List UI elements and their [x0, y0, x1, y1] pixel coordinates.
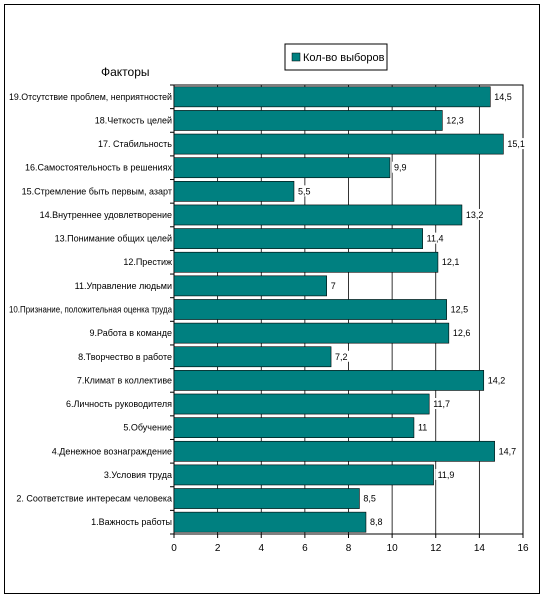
category-label: 5.Обучение: [123, 423, 172, 433]
x-tick-label: 12: [430, 543, 442, 554]
category-label: 1.Важность работы: [91, 517, 172, 527]
data-label-bg: [328, 279, 338, 291]
category-label: 13.Понимание общих целей: [55, 234, 172, 244]
category-label: 4.Денежное вознаграждение: [52, 446, 172, 456]
data-label: 12,1: [442, 257, 460, 267]
data-label-bg: [361, 492, 381, 504]
data-label: 12,5: [451, 305, 469, 315]
category-label: 11.Управление людьми: [75, 281, 172, 291]
bar: [173, 228, 423, 249]
category-label: 10.Признание, положительная оценка труда: [9, 305, 172, 315]
category-label: 2. Соответствие интересам человека: [16, 494, 172, 504]
category-labels: 19.Отсутствие проблем, неприятностей 18.Ч…: [9, 92, 172, 527]
data-label: 15,1: [507, 139, 525, 149]
bar: [173, 157, 391, 179]
x-tick-label: 10: [387, 543, 399, 554]
x-tick-label: 14: [474, 543, 486, 554]
data-label-bg: [431, 398, 456, 410]
data-label: 11: [418, 423, 427, 433]
data-label: 13,2: [466, 210, 484, 220]
data-label: 8,8: [370, 517, 383, 527]
x-tick-label: 4: [258, 543, 264, 554]
x-tick-label: 2: [215, 543, 221, 554]
data-label-bg: [367, 516, 387, 528]
data-label: 11,4: [427, 234, 444, 244]
data-label: 12,6: [453, 328, 471, 338]
data-label-bg: [485, 374, 510, 386]
category-label: 9.Работа в команде: [90, 328, 172, 338]
data-label: 14,5: [494, 92, 512, 102]
legend: Кол-во выборов: [284, 43, 388, 71]
category-label: 19.Отсутствие проблем, неприятностей: [9, 92, 172, 102]
category-label: 8.Творчество в работе: [78, 352, 172, 362]
bar: [173, 251, 439, 273]
legend-box: [284, 43, 388, 71]
category-label: 17. Стабильность: [98, 139, 172, 149]
data-label-bg: [492, 90, 517, 102]
data-label-bg: [463, 208, 488, 220]
x-axis-ticks: 0 2 4 6 8 10 12 14 16: [171, 543, 529, 554]
chart-frame: 19.Отсутствие проблем, неприятностей 18.Ч…: [4, 4, 540, 594]
category-label: 7.Климат в коллективе: [77, 375, 172, 385]
data-label-bg: [333, 350, 353, 362]
data-label-bg: [496, 445, 521, 457]
bar: [173, 110, 443, 131]
category-label: 3.Условия труда: [104, 470, 172, 480]
bar: [173, 299, 447, 320]
bar: [173, 275, 327, 297]
data-label-bg: [435, 468, 460, 480]
bar-chart: 19.Отсутствие проблем, неприятностей 18.Ч…: [9, 43, 530, 554]
data-label: 8,5: [363, 494, 376, 504]
data-label-bg: [448, 303, 473, 315]
data-label: 12,3: [446, 115, 464, 125]
category-label: 14.Внутреннее удовлетворение: [40, 210, 172, 220]
data-label-bg: [439, 256, 464, 268]
x-tick-label: 8: [346, 543, 352, 554]
data-label-bg: [444, 114, 469, 126]
category-label: 18.Четкость целей: [95, 115, 172, 125]
data-label: 7,2: [335, 352, 348, 362]
bar: [173, 180, 295, 202]
bar: [173, 86, 491, 108]
bar: [173, 393, 430, 415]
category-label: 6.Личность руководителя: [66, 399, 172, 409]
legend-label: Кол-во выборов: [303, 52, 385, 64]
data-label: 14,7: [499, 446, 517, 456]
bar: [173, 488, 360, 509]
bar: [173, 133, 504, 155]
data-labels: 14,5 12,3 15,1 9,9 5,5 13,2 11,4 12,1 7 12,5 12,6 7…: [295, 90, 530, 528]
data-label-bg: [391, 161, 411, 173]
data-label-bg: [415, 421, 430, 433]
category-label: 16.Самостоятельность в решениях: [25, 163, 173, 173]
data-label: 5,5: [298, 186, 311, 196]
bar: [173, 370, 485, 391]
bar: [173, 346, 332, 368]
chart-title: Факторы: [101, 65, 150, 79]
bar: [173, 440, 495, 462]
bar: [173, 464, 434, 486]
data-label-bg: [424, 232, 449, 244]
data-label-bg: [450, 327, 475, 339]
data-label: 7: [331, 281, 336, 291]
x-tick-label: 0: [171, 543, 177, 554]
category-label: 15.Стремление быть первым, азарт: [22, 186, 172, 196]
data-label-bg: [505, 138, 530, 150]
data-label: 11,7: [433, 399, 450, 409]
legend-swatch: [291, 52, 301, 62]
bar: [173, 417, 415, 439]
data-label-bg: [295, 185, 315, 197]
data-label: 11,9: [438, 470, 455, 480]
x-tick-label: 16: [517, 543, 529, 554]
data-label: 9,9: [394, 163, 407, 173]
category-label: 12.Престиж: [123, 257, 172, 267]
bar: [173, 322, 450, 344]
x-tick-label: 6: [302, 543, 308, 554]
bar: [173, 204, 463, 226]
data-label: 14,2: [488, 375, 506, 385]
bar: [173, 511, 367, 533]
bars: [173, 86, 504, 533]
